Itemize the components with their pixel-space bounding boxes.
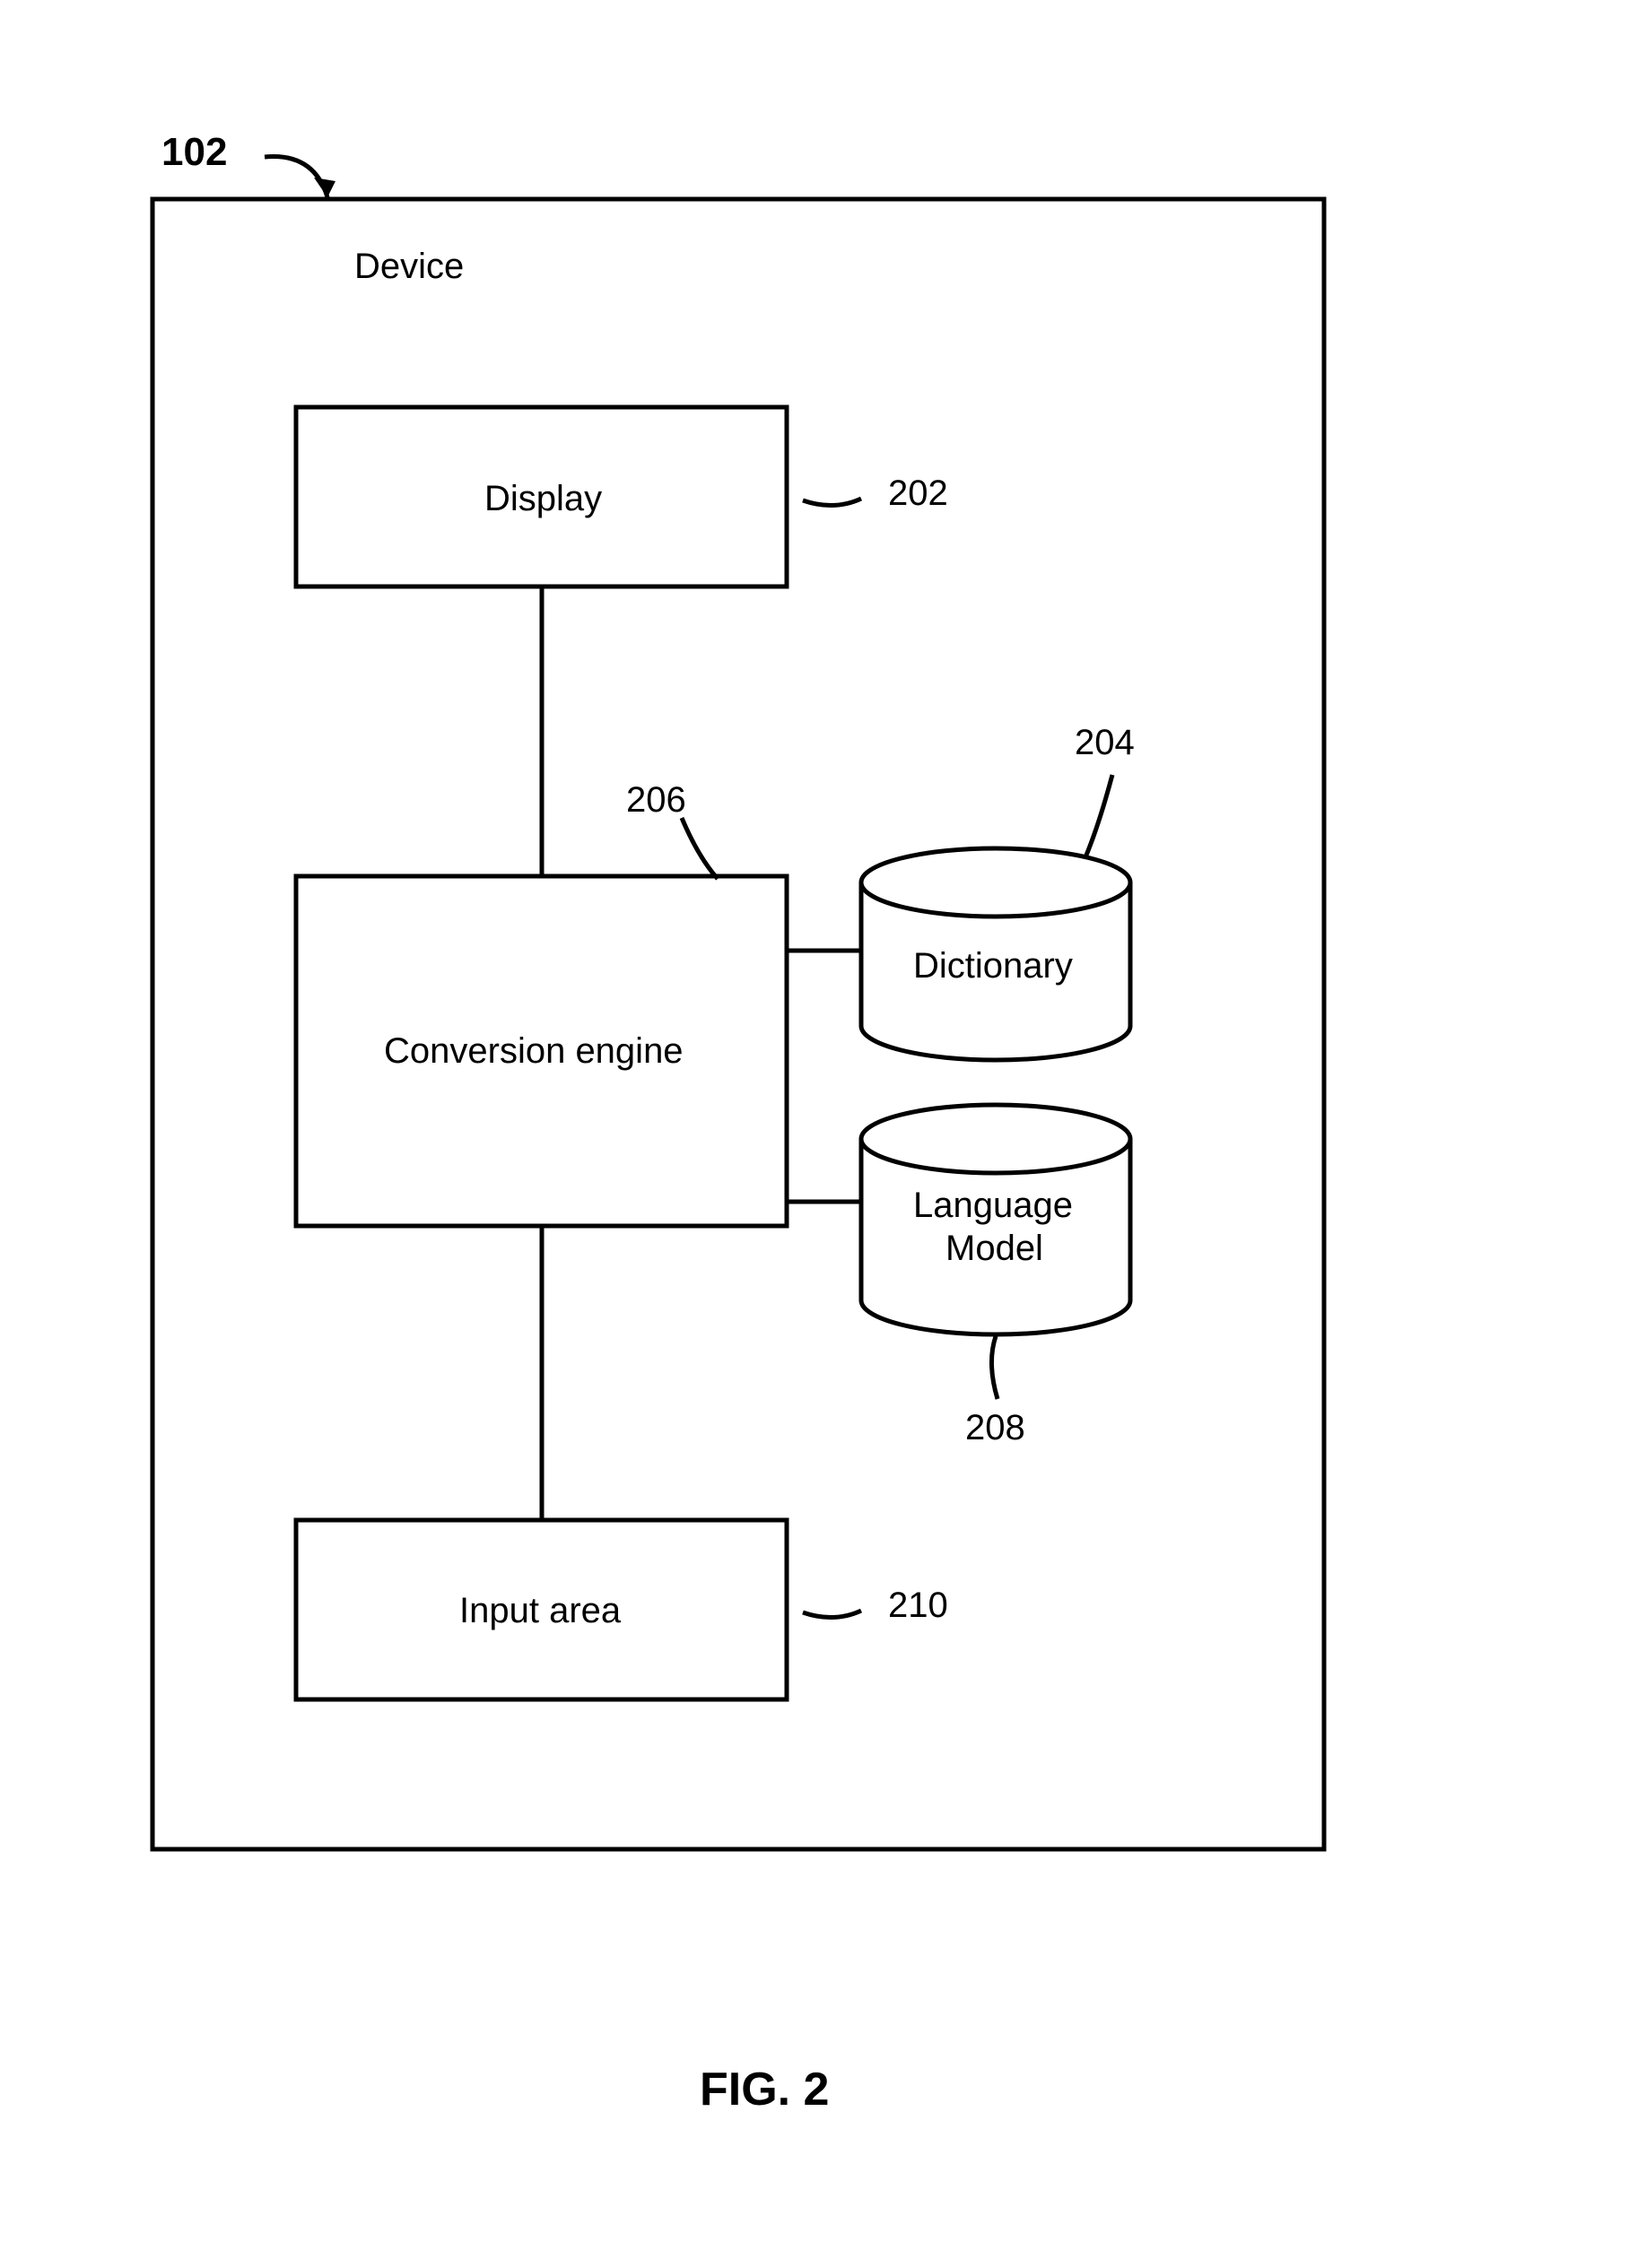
- input-area-label: Input area: [459, 1591, 621, 1631]
- device-box: [152, 199, 1324, 1849]
- figure-caption: FIG. 2: [700, 2063, 829, 2116]
- callout-204: [1085, 775, 1112, 857]
- ref-102: 102: [161, 130, 227, 175]
- callout-206: [682, 818, 718, 879]
- callout-202: [803, 499, 861, 506]
- callout-210: [803, 1611, 861, 1618]
- ref-202: 202: [888, 474, 948, 514]
- ref-210: 210: [888, 1586, 948, 1626]
- dictionary-label: Dictionary: [913, 946, 1073, 986]
- ref-208: 208: [965, 1408, 1025, 1448]
- conversion-label: Conversion engine: [384, 1031, 684, 1072]
- ref-206: 206: [626, 780, 686, 821]
- language-model-label-2: Model: [945, 1229, 1043, 1269]
- language-model-label-1: Language: [913, 1186, 1073, 1226]
- ref-arrow-102: [265, 157, 327, 197]
- ref-204: 204: [1075, 723, 1135, 763]
- callout-208: [991, 1336, 998, 1399]
- display-label: Display: [484, 479, 602, 519]
- diagram-svg: [0, 0, 1638, 2268]
- device-label: Device: [354, 247, 464, 287]
